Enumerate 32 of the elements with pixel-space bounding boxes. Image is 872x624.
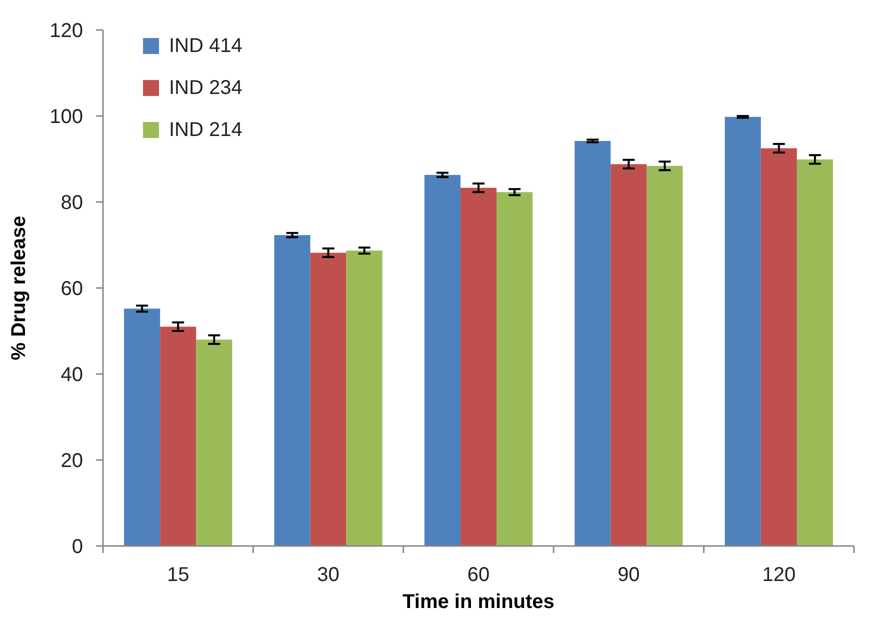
bar (574, 140, 611, 546)
bar (310, 252, 346, 546)
y-tick-label: 100 (50, 106, 83, 128)
y-tick-label: 20 (60, 450, 83, 472)
bar (124, 308, 160, 546)
bar (424, 174, 460, 546)
bar (346, 250, 382, 546)
x-axis-title: Time in minutes (402, 591, 554, 613)
x-tick-label: 15 (166, 564, 190, 586)
bar (796, 159, 833, 546)
legend-label: IND 214 (169, 119, 242, 141)
bar (160, 326, 196, 546)
bar (610, 164, 647, 546)
y-tick-label: 60 (60, 278, 83, 300)
x-tick-label: 60 (467, 564, 490, 586)
y-tick-label: 0 (72, 536, 83, 558)
bar (274, 235, 310, 546)
y-axis-title: % Drug release (8, 216, 30, 360)
bar (646, 166, 683, 546)
bar (724, 116, 761, 546)
x-tick-label: 90 (618, 564, 640, 586)
y-tick-label: 80 (60, 192, 83, 214)
legend-label: IND 414 (169, 35, 242, 57)
x-tick-label: 120 (762, 564, 796, 586)
legend-label: IND 234 (169, 77, 242, 99)
y-tick-label: 120 (50, 20, 83, 42)
x-tick-label: 30 (317, 564, 340, 586)
bar (460, 188, 497, 546)
bar (760, 148, 797, 546)
bar (496, 192, 533, 546)
bar (196, 340, 232, 546)
y-tick-label: 40 (60, 364, 83, 386)
